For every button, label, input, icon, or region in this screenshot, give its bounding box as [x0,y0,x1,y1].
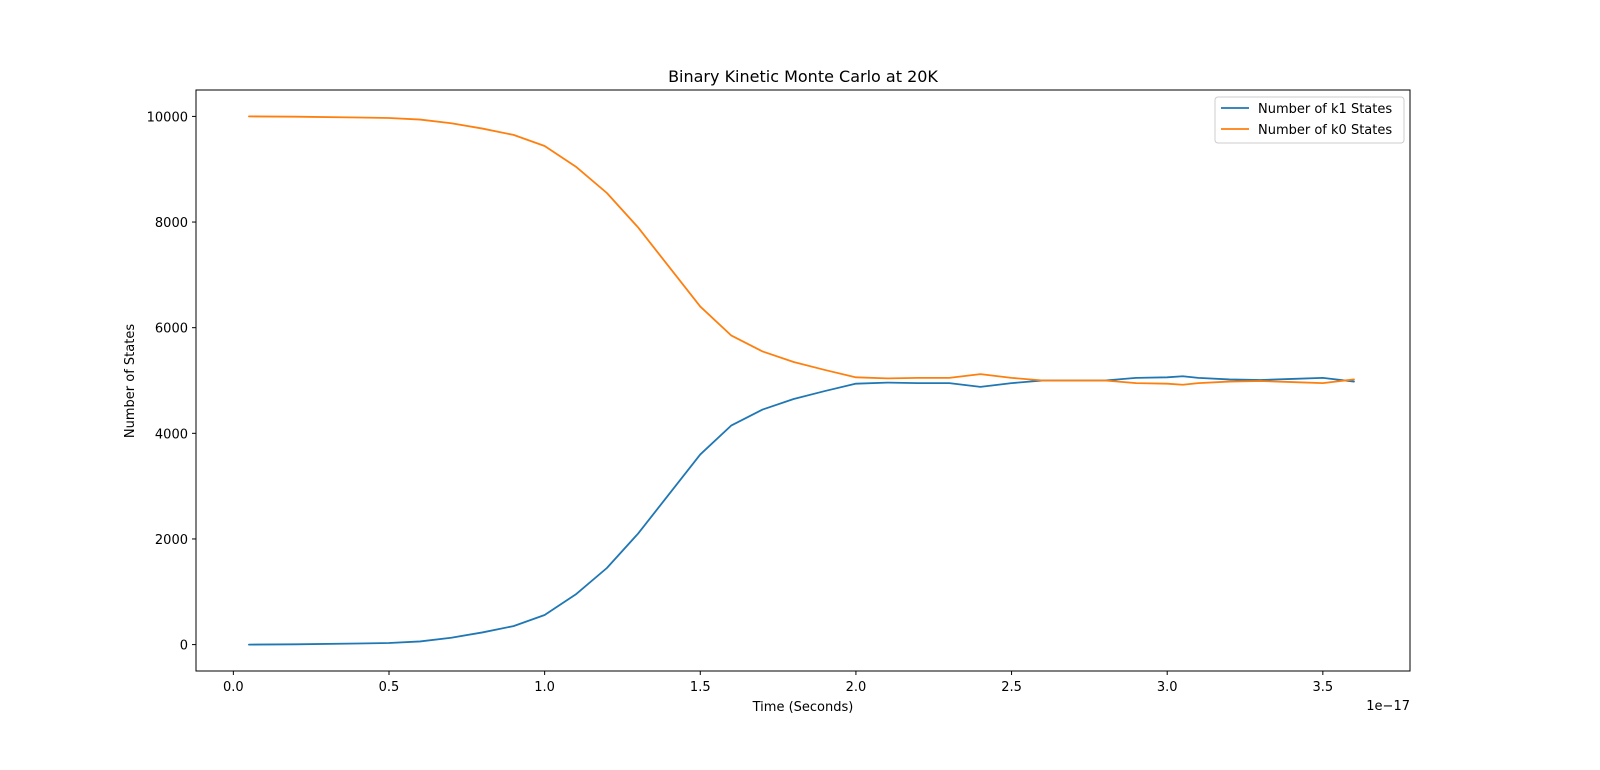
y-tick-label: 0 [180,639,188,654]
x-tick-label: 3.0 [1157,680,1178,695]
y-tick-label: 2000 [155,533,188,548]
chart-title: Binary Kinetic Monte Carlo at 20K [668,67,938,86]
x-tick-label: 1.5 [690,680,711,695]
legend-label-k1: Number of k1 States [1258,102,1392,117]
y-tick-label: 10000 [147,110,188,125]
x-tick-label: 3.5 [1312,680,1333,695]
y-axis-label: Number of States [123,324,138,438]
x-tick-label: 2.0 [846,680,867,695]
x-tick-label: 0.5 [379,680,400,695]
y-tick-label: 6000 [155,322,188,337]
legend-box [1214,96,1405,144]
x-tick-label: 0.0 [223,680,244,695]
y-tick-label: 4000 [155,427,188,442]
legend: Number of k1 States Number of k0 States [1214,96,1405,144]
legend-label-k0: Number of k0 States [1258,123,1392,138]
series-line-k0 [248,115,1355,386]
x-axis-label: Time (Seconds) [752,700,854,715]
x-tick-label: 2.5 [1001,680,1022,695]
x-axis-ticks: 0.0 0.5 1.0 1.5 2.0 2.5 3.0 3.5 [223,671,1333,695]
y-axis-ticks: 0 2000 4000 6000 8000 10000 [147,110,196,654]
plot-lines [248,115,1355,646]
series-line-k1 [248,375,1355,646]
plot-frame [195,89,1411,672]
x-axis-offset-text: 1e−17 [1366,699,1410,714]
x-tick-label: 1.0 [534,680,555,695]
y-tick-label: 8000 [155,216,188,231]
